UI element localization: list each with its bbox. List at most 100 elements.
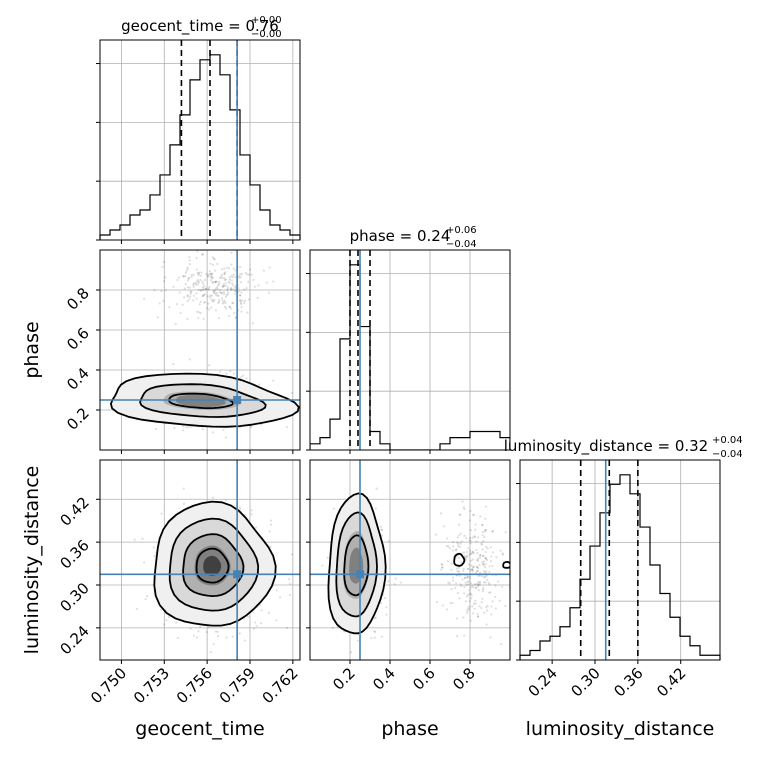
sample-point <box>210 277 213 280</box>
sample-point <box>256 296 259 300</box>
sample-point <box>476 612 479 615</box>
sample-point <box>469 592 472 595</box>
sample-point <box>468 600 471 603</box>
sample-point <box>241 299 244 302</box>
sample-point <box>478 583 481 587</box>
sample-point <box>214 293 218 296</box>
sample-point <box>179 311 182 315</box>
sample-point <box>195 292 198 295</box>
sample-point <box>385 613 388 616</box>
panel-hist-luminosity-distance: luminosity_distance = 0.32 +0.04 −0.04 <box>504 435 743 664</box>
sample-point <box>474 599 477 602</box>
truth-marker-phase-geocent-time <box>100 250 300 450</box>
sample-point <box>176 636 180 640</box>
sample-point <box>482 540 485 543</box>
contour-line <box>195 547 230 584</box>
sample-point <box>224 307 227 310</box>
sample-point <box>203 293 206 296</box>
sample-point <box>187 276 191 279</box>
sample-point <box>465 550 469 554</box>
sample-point <box>192 285 195 288</box>
sample-point <box>472 565 475 568</box>
sample-point <box>214 287 217 290</box>
sample-point <box>469 509 472 513</box>
sample-point <box>472 552 475 555</box>
sample-point <box>269 519 273 522</box>
sample-point <box>373 617 377 620</box>
sample-point <box>463 507 466 511</box>
sample-point <box>190 290 193 293</box>
sample-point <box>186 266 189 269</box>
sample-point <box>477 589 480 592</box>
sample-point <box>222 428 225 431</box>
sample-point <box>468 553 471 556</box>
sample-point <box>210 273 213 276</box>
sample-point <box>446 537 449 540</box>
sample-point <box>394 577 397 580</box>
sample-point <box>457 557 461 560</box>
sample-point <box>186 286 190 289</box>
sample-point <box>240 291 243 294</box>
sample-point <box>490 605 493 608</box>
sample-point <box>222 301 225 304</box>
sample-point <box>446 608 449 611</box>
sample-point <box>222 283 225 286</box>
ylabel-phase: phase <box>21 321 43 378</box>
sample-point <box>243 288 246 291</box>
sample-point <box>499 549 502 552</box>
sample-point <box>186 295 189 298</box>
sample-point <box>214 309 218 312</box>
sample-point <box>461 500 464 503</box>
sample-point <box>435 600 438 604</box>
sample-point <box>473 607 476 610</box>
sample-point <box>488 565 491 568</box>
sample-point <box>164 276 167 279</box>
sample-point <box>247 280 250 283</box>
sample-point <box>374 507 378 510</box>
sample-point <box>466 567 469 571</box>
sample-point <box>210 298 213 301</box>
sample-point <box>220 291 223 295</box>
sample-point <box>469 549 472 552</box>
sample-point <box>243 299 247 302</box>
xtick-label: 0.36 <box>610 664 646 700</box>
xlabel-luminosity-distance: luminosity_distance <box>526 718 715 740</box>
sample-point <box>224 278 227 281</box>
sample-point <box>238 506 241 509</box>
sample-point <box>212 257 215 260</box>
sample-point <box>165 619 168 622</box>
sample-point <box>232 311 236 315</box>
frame-hist-phase <box>309 249 511 451</box>
sample-point <box>451 549 454 552</box>
sample-point <box>475 558 479 562</box>
sample-point <box>153 554 156 557</box>
sample-point <box>463 554 466 558</box>
sample-point <box>288 577 291 581</box>
sample-point <box>233 289 237 293</box>
sample-point <box>480 543 484 546</box>
xtick-label: 0.753 <box>130 664 173 707</box>
sample-point <box>291 391 294 395</box>
sample-point <box>237 287 240 290</box>
sample-point <box>194 283 198 286</box>
sample-point <box>494 595 497 599</box>
sample-point <box>259 622 263 625</box>
frame-2d-distance-phase <box>309 459 511 661</box>
sample-point <box>223 272 226 275</box>
sample-point <box>467 608 470 611</box>
sample-point <box>482 588 485 591</box>
xlabel-geocent-time: geocent_time <box>135 718 264 740</box>
sample-point <box>202 288 205 291</box>
sample-point <box>481 597 484 600</box>
sample-point <box>455 617 459 620</box>
sample-point <box>482 554 485 558</box>
sample-point <box>440 562 443 566</box>
truth-point <box>356 570 364 579</box>
sample-point <box>482 562 485 565</box>
sample-point <box>288 582 291 585</box>
sample-point <box>218 280 221 284</box>
sample-point <box>135 607 138 611</box>
sample-point <box>464 581 467 584</box>
sample-point <box>489 591 492 594</box>
sample-point <box>221 285 224 288</box>
